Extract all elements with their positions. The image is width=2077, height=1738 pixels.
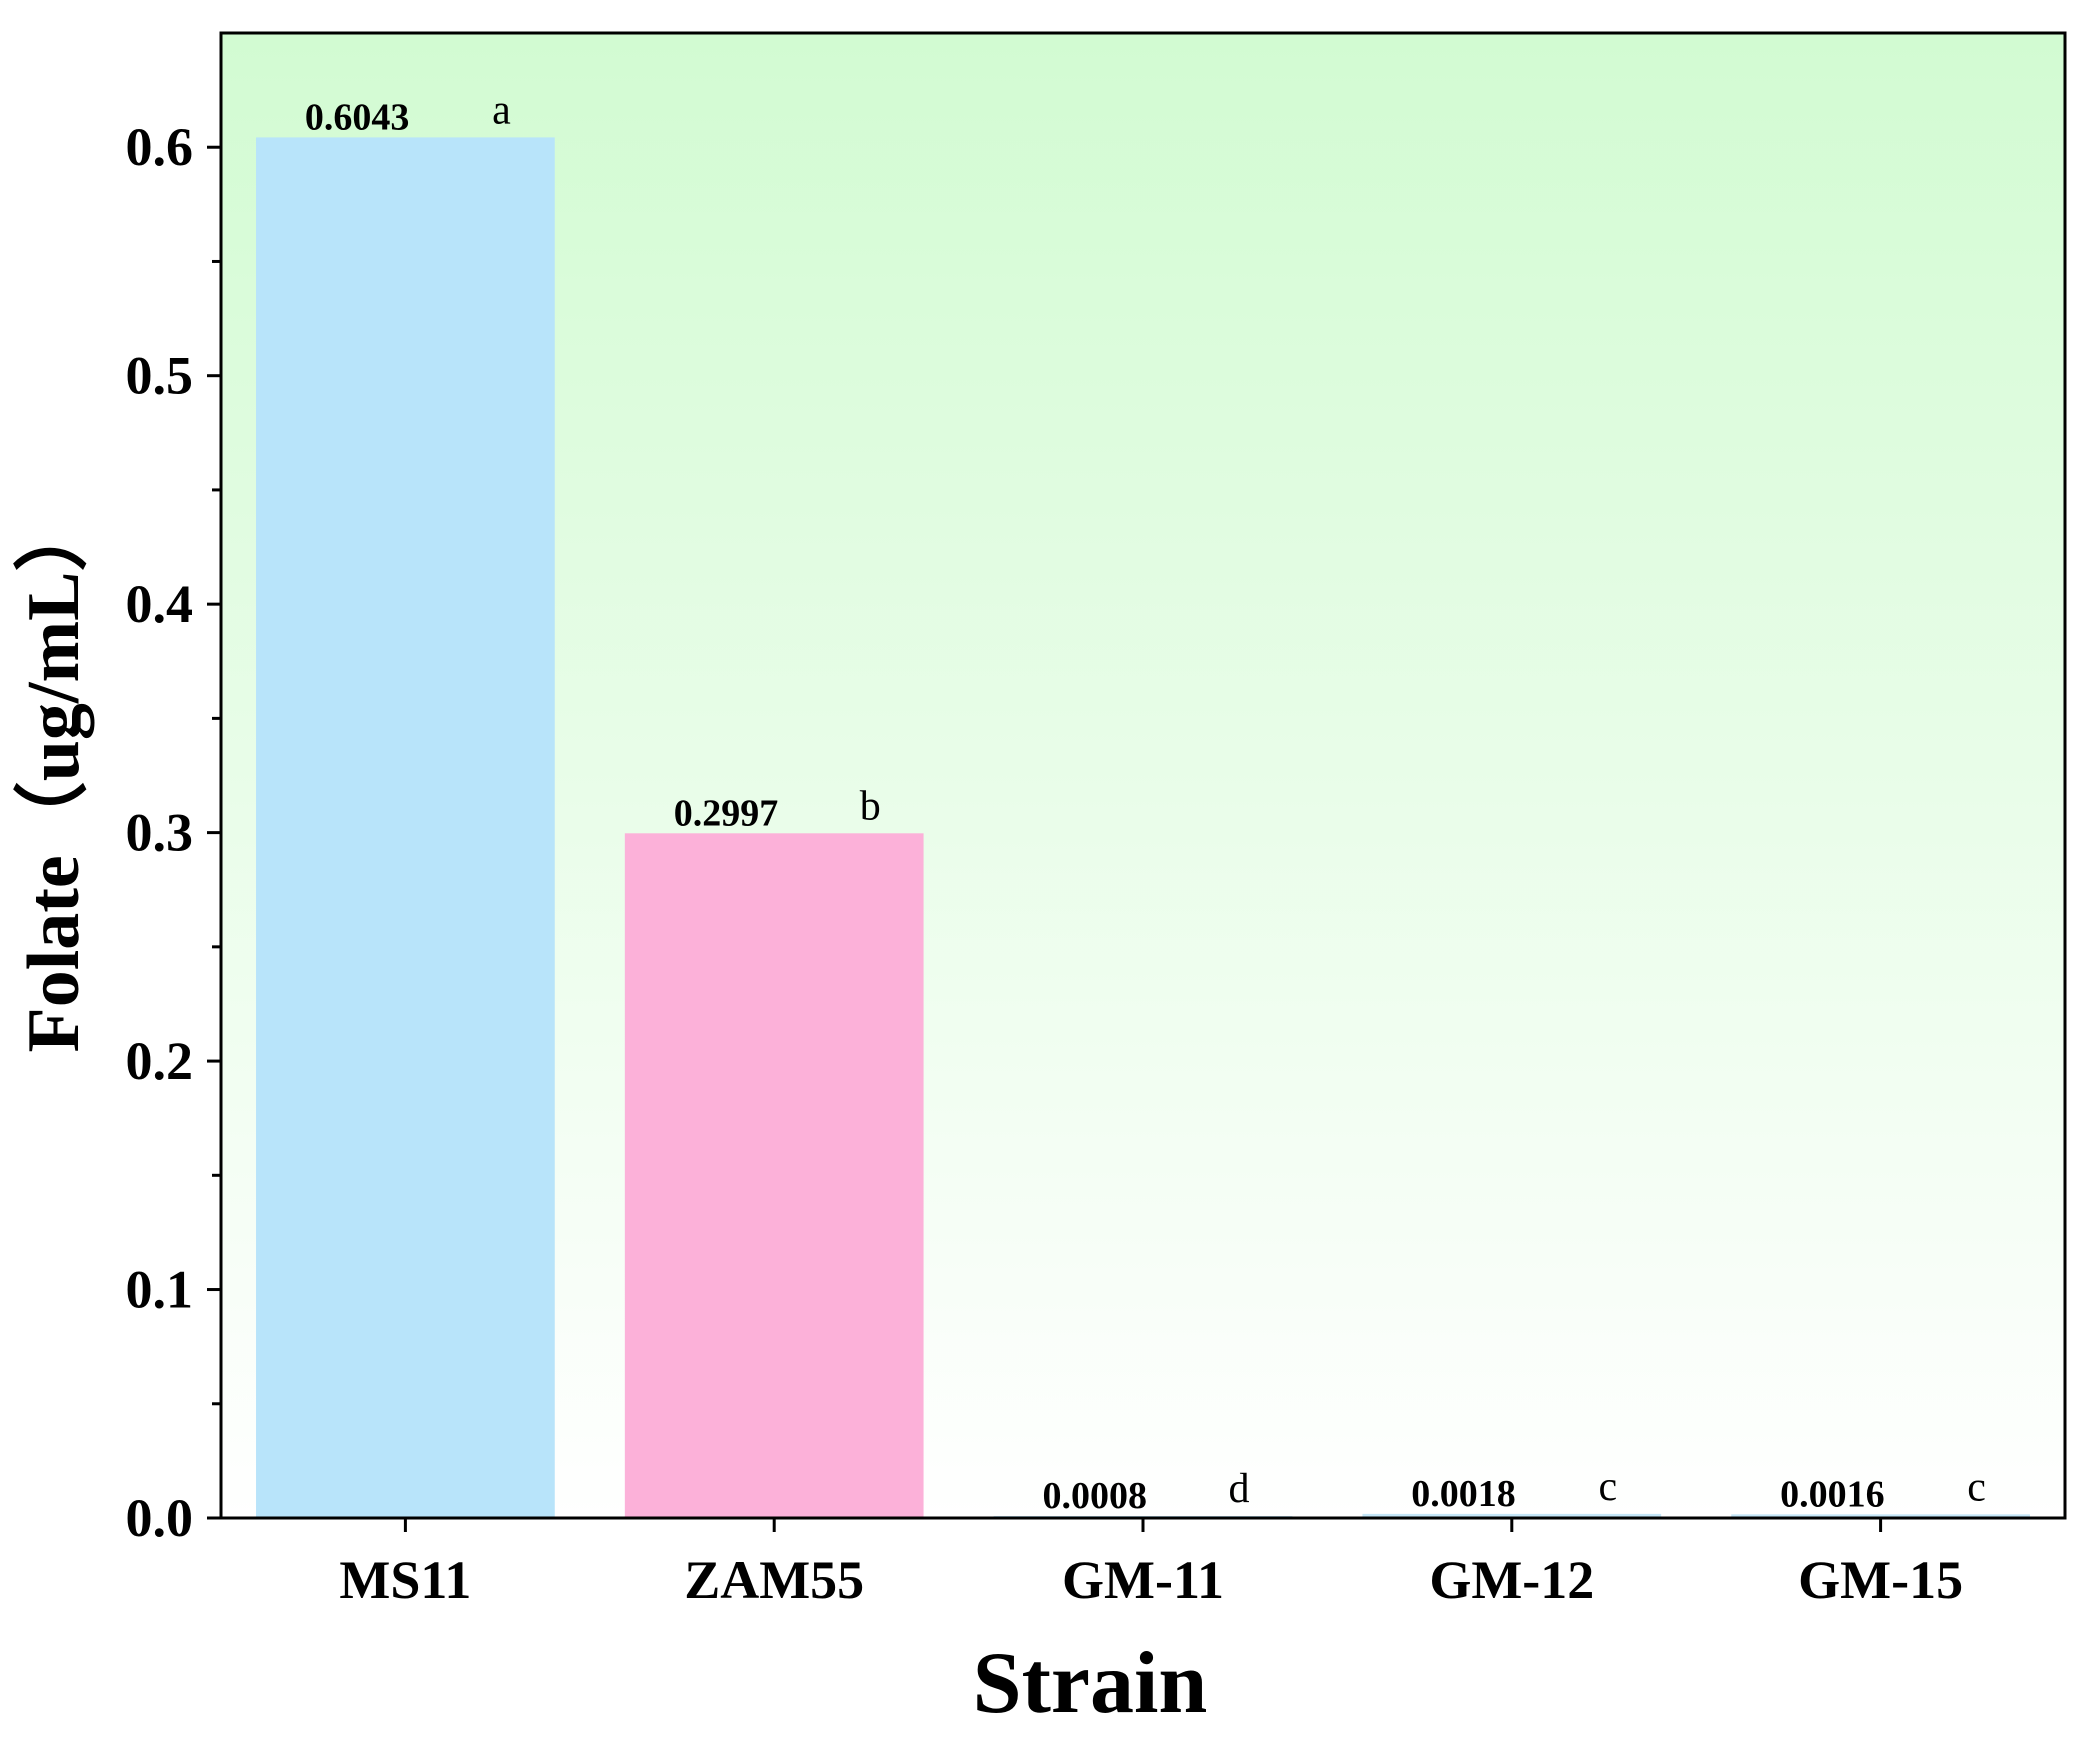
value-label-gm-15: 0.0016 [1780, 1473, 1885, 1515]
value-label-gm-12: 0.0018 [1411, 1473, 1516, 1515]
value-label-ms11: 0.6043 [305, 96, 410, 138]
bar-gm-15 [1731, 1514, 2030, 1518]
x-axis: MS11 ZAM55 GM-11 GM-12 GM-15 [339, 1518, 1963, 1610]
y-tick-label: 0.1 [126, 1260, 194, 1320]
y-tick-label: 0.5 [126, 346, 194, 406]
value-label-zam55: 0.2997 [674, 792, 779, 834]
bar-ms11 [256, 137, 555, 1518]
bar-labels: 0.6043 a 0.2997 b 0.0008 d 0.0018 c 0.0016 c [305, 87, 1986, 1517]
x-tick-label-gm-12: GM-12 [1429, 1550, 1594, 1610]
value-label-gm-11: 0.0008 [1043, 1475, 1148, 1517]
y-axis-title: Folate（ug/mL） [13, 498, 95, 1053]
x-tick-label-gm-15: GM-15 [1798, 1550, 1963, 1610]
significance-letter-zam55: b [860, 783, 881, 829]
y-tick-label: 0.3 [126, 803, 194, 863]
significance-letter-gm-11: d [1229, 1466, 1250, 1512]
y-tick-label: 0.4 [126, 574, 194, 634]
bars [256, 137, 2030, 1518]
significance-letter-gm-12: c [1598, 1464, 1617, 1510]
bar-zam55 [624, 833, 924, 1518]
x-tick-label-gm-11: GM-11 [1062, 1550, 1224, 1610]
x-axis-title: Strain [973, 1635, 1208, 1732]
y-tick-label: 0.0 [126, 1488, 194, 1548]
y-tick-label: 0.6 [126, 117, 194, 177]
significance-letter-gm-15: c [1967, 1464, 1986, 1510]
x-tick-label-zam55: ZAM55 [684, 1550, 864, 1610]
bar-gm-12 [1362, 1513, 1662, 1518]
significance-letter-ms11: a [492, 87, 511, 133]
y-axis: 0.0 0.1 0.2 0.3 0.4 0.5 0.6 [126, 117, 221, 1548]
x-tick-label-ms11: MS11 [339, 1550, 471, 1610]
y-tick-label: 0.2 [126, 1031, 194, 1091]
